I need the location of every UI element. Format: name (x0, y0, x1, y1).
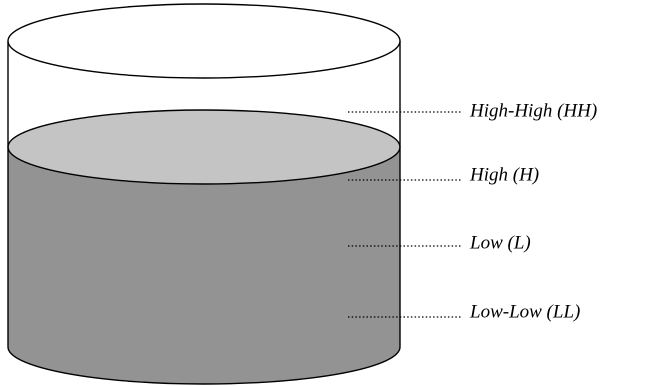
level-markers: High-High (HH) High (H) Low (L) Low-Low … (348, 100, 597, 322)
liquid-body (8, 147, 400, 384)
tank-top-rim (7, 3, 401, 79)
level-ll-label: Low-Low (LL) (469, 301, 580, 322)
level-h-label: High (H) (469, 164, 539, 185)
level-hh-label: High-High (HH) (469, 100, 597, 121)
level-l-label: Low (L) (469, 232, 531, 253)
tank-bottom (7, 346, 401, 385)
level-marker-hh: High-High (HH) (348, 100, 597, 121)
level-marker-l: Low (L) (348, 232, 531, 253)
level-marker-ll: Low-Low (LL) (348, 301, 580, 322)
tank (7, 3, 401, 385)
liquid-surface (7, 109, 401, 185)
level-marker-h: High (H) (348, 164, 539, 185)
